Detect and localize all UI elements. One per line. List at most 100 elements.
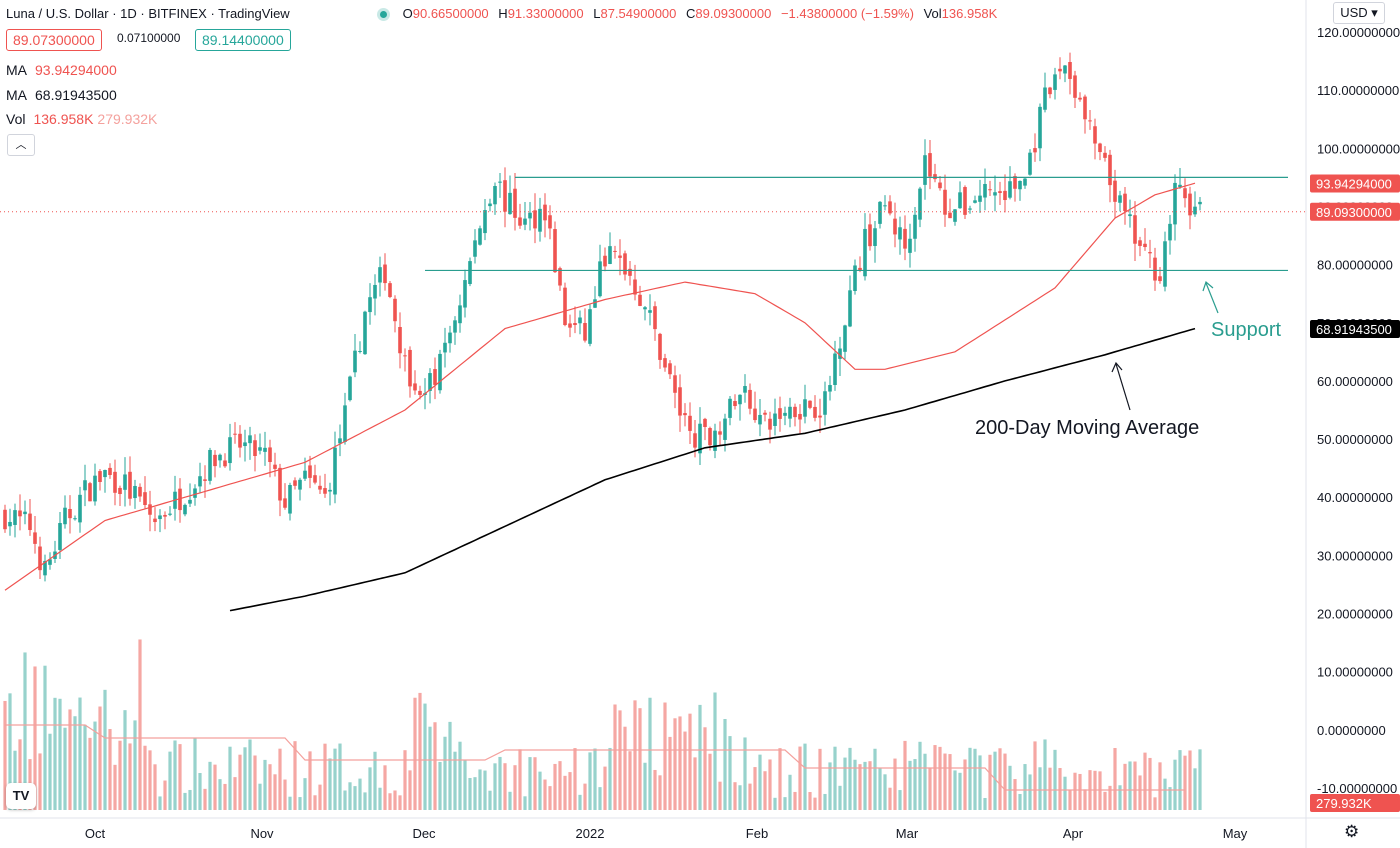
volume-bar <box>283 779 287 810</box>
volume-bar <box>243 747 247 810</box>
volume-bar <box>888 787 892 810</box>
volume-bar <box>943 753 947 810</box>
candle-body <box>138 486 142 497</box>
legend-volume[interactable]: Vol 136.958K 279.932K <box>6 111 157 127</box>
volume-ma-line <box>5 724 1185 791</box>
candle-body <box>263 447 267 452</box>
volume-bar <box>938 746 942 810</box>
candle-body <box>228 437 232 464</box>
volume-bar <box>403 750 407 810</box>
x-tick-label: Oct <box>85 826 106 841</box>
candle-body <box>688 415 692 431</box>
high-label: H <box>498 6 508 21</box>
candle-body <box>708 428 712 446</box>
currency-select[interactable]: USD ▾ <box>1333 2 1385 24</box>
volume-bar <box>373 751 377 810</box>
candle-body <box>598 261 602 297</box>
volume-bar <box>978 755 982 810</box>
volume-bar <box>838 785 842 810</box>
y-tick-label: 100.00000000 <box>1317 141 1400 156</box>
buy-price-button[interactable]: 89.14400000 <box>195 29 291 51</box>
volume-bar <box>93 721 97 810</box>
volume-bar <box>533 757 537 810</box>
candle-body <box>553 229 557 273</box>
candle-body <box>863 228 867 277</box>
legend-ma-short[interactable]: MA 93.94294000 <box>6 62 117 78</box>
volume-bar <box>678 716 682 810</box>
volume-bar <box>623 726 627 810</box>
volume-bar <box>253 755 257 810</box>
volume-bar <box>893 758 897 810</box>
candle-body <box>93 475 97 502</box>
legend-ma-long[interactable]: MA 68.91943500 <box>6 87 117 103</box>
candle-body <box>338 438 342 444</box>
candle-body <box>248 435 252 444</box>
candle-body <box>603 255 607 267</box>
volume-bar <box>953 770 957 810</box>
candle-body <box>983 183 987 198</box>
candle-body <box>833 353 837 385</box>
volume-bar <box>173 740 177 810</box>
volume-bar <box>413 697 417 810</box>
volume-bar <box>328 758 332 810</box>
candle-body <box>793 406 797 418</box>
volume-bar <box>738 785 742 810</box>
volume-bar <box>588 752 592 810</box>
volume-bar <box>513 765 517 810</box>
volume-bar <box>178 744 182 810</box>
volume-bar <box>408 770 412 810</box>
sell-price-button[interactable]: 89.07300000 <box>6 29 102 51</box>
volume-bar <box>568 772 572 810</box>
candle-body <box>798 413 802 420</box>
candle-body <box>363 311 367 355</box>
symbol-title[interactable]: Luna / U.S. Dollar · 1D · BITFINEX · Tra… <box>6 6 290 21</box>
volume-bar <box>598 787 602 810</box>
volume-bar <box>473 777 477 810</box>
candle-body <box>1133 215 1137 244</box>
candle-body <box>368 297 372 313</box>
volume-bar <box>1173 759 1177 810</box>
legend-ma-long-label: MA <box>6 87 27 103</box>
candle-body <box>233 433 237 435</box>
volume-bar <box>848 747 852 810</box>
volume-bar <box>13 750 17 810</box>
candle-body <box>278 467 282 501</box>
candle-body <box>683 413 687 416</box>
volume-bar <box>308 751 312 810</box>
candle-body <box>1033 148 1037 153</box>
volume-bar <box>453 751 457 810</box>
volume-bar <box>643 762 647 810</box>
candle-body <box>903 228 907 249</box>
volume-bar <box>498 756 502 810</box>
volume-bar <box>323 743 327 810</box>
volume-bar <box>1163 778 1167 810</box>
volume-bar <box>788 774 792 810</box>
volume-bar <box>663 702 667 810</box>
volume-bar <box>38 753 42 810</box>
gear-icon[interactable]: ⚙ <box>1344 822 1360 841</box>
candle-body <box>668 363 672 375</box>
candle-body <box>733 401 737 407</box>
y-tick-label: 30.00000000 <box>1317 548 1393 563</box>
tradingview-logo[interactable]: TV <box>6 783 36 809</box>
volume-bar <box>1063 776 1067 810</box>
volume-bar <box>908 760 912 810</box>
candle-body <box>933 174 937 180</box>
volume-bar <box>548 786 552 810</box>
volume-bar <box>898 790 902 810</box>
candle-body <box>1138 240 1142 246</box>
volume-bar <box>698 704 702 810</box>
volume-bar <box>973 748 977 810</box>
volume-bar <box>988 754 992 810</box>
candle-body <box>728 398 732 418</box>
candle-body <box>803 399 807 417</box>
collapse-legend-button[interactable]: ︿ <box>7 134 35 156</box>
volume-bar <box>1188 750 1192 810</box>
candle-body <box>748 389 752 409</box>
candle-body <box>743 386 747 393</box>
candle-body <box>873 228 877 246</box>
volume-bar <box>1168 787 1172 810</box>
candle-body <box>223 460 227 467</box>
legend-ma-short-label: MA <box>6 62 27 78</box>
